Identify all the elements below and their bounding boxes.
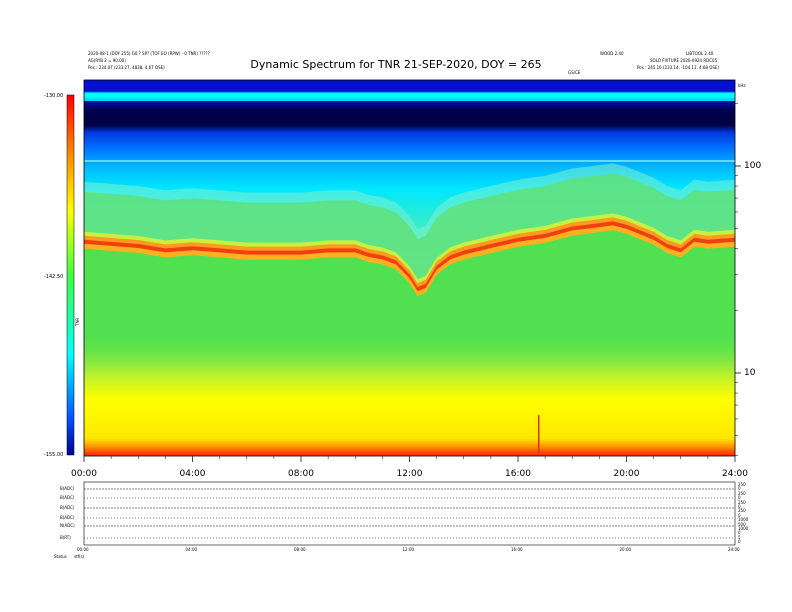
housekeeping-row-label: B(RT)	[60, 535, 71, 540]
housekeeping-right-tick: 250	[738, 499, 746, 505]
colorbar-label: TNR	[75, 318, 80, 327]
x-axis-ticks	[83, 456, 736, 462]
colorbar-tick-min: -155.00	[44, 452, 64, 458]
housekeeping-row-label: B(ADC)	[60, 495, 75, 500]
colorbar-tick-max: -130.00	[44, 93, 64, 99]
y-axis-unit-label: kHz	[738, 83, 746, 88]
band-low-frequency-fill	[84, 330, 735, 456]
x-tick-label: 00:00	[71, 469, 97, 479]
housekeeping-x-tick-label: 04:00	[185, 547, 198, 552]
chart-title: Dynamic Spectrum for TNR 21-SEP-2020, DO…	[250, 58, 542, 71]
y-tick-label-10: 10	[744, 368, 756, 378]
housekeeping-right-tick: 250	[738, 482, 746, 487]
housekeeping-row-label: B(ADC)	[60, 486, 75, 491]
header-info-right-2: LIBTOOL 2.40	[686, 51, 714, 56]
housekeeping-right-tick: 0	[738, 495, 741, 501]
header-info-line-2: AG(RYB 2 = 90.00)	[88, 58, 126, 63]
header-pos-left: Pos : 234.07 (233.27, 4838, 4.67 OSE)	[88, 65, 165, 70]
housekeeping-lines	[84, 488, 735, 539]
housekeeping-right-tick: 1000	[738, 526, 749, 531]
x-tick-label: 16:00	[505, 469, 531, 479]
housekeeping-right-tick: 5	[738, 534, 741, 540]
housekeeping-right-tick: 0	[738, 512, 741, 518]
housekeeping-right-tick: 1000	[738, 517, 749, 523]
x-tick-label: 04:00	[179, 469, 206, 479]
housekeeping-panel-frame	[83, 481, 736, 546]
housekeeping-x-tick-label: 00:00	[77, 547, 89, 552]
housekeeping-x-tick-label: 12:00	[402, 547, 415, 552]
header-info-right-3: SOLO FIXTURE 2020-0924 RDC05	[650, 58, 718, 63]
housekeeping-right-tick: 0	[738, 539, 741, 545]
spectrum-cyan-top-band	[84, 96, 735, 101]
status-label: Status	[54, 554, 67, 559]
x-tick-label: 24:00	[722, 469, 748, 479]
spike-mark	[538, 415, 540, 453]
housekeeping-right-tick: 0	[738, 486, 741, 492]
header-info-mid: GS/CE	[568, 70, 581, 75]
y-axis-ticks	[735, 103, 741, 456]
x-tick-label: 12:00	[396, 469, 423, 479]
colorbar-tick-mid: -142.50	[44, 274, 64, 280]
housekeeping-row-label: B(ADC)	[60, 515, 75, 520]
housekeeping-x-tick-label: 16:00	[511, 547, 523, 552]
colorbar	[66, 94, 75, 456]
spectrum-cyan-line	[84, 160, 735, 162]
housekeeping-x-tick-label: 20:00	[619, 547, 632, 552]
spectral-band-layers	[84, 163, 735, 456]
housekeeping-x-tick-label: 08:00	[294, 547, 306, 552]
housekeeping-row-label: N(ADC)	[60, 523, 75, 528]
status-value: stf(s)	[74, 554, 85, 559]
y-tick-label-100: 100	[744, 161, 762, 171]
housekeeping-x-tick-label: 24:00	[728, 547, 740, 552]
housekeeping-row-label: B(ADC)	[60, 505, 75, 510]
housekeeping-right-tick: 500	[738, 521, 746, 527]
header-info-line-1: 2020-08-1 (DOY 255) G0 ? SP? (TOF EO (RP…	[88, 51, 210, 56]
header-info-right-1: WOOD 2.40	[600, 51, 624, 56]
housekeeping-right-tick: 250	[738, 490, 746, 496]
housekeeping-right-tick: 250	[738, 508, 746, 514]
header-pos-right: Pos : 245.16 (233.14, -104.11, 4.68 OSE)	[637, 65, 719, 70]
x-tick-label: 08:00	[288, 469, 314, 479]
housekeeping-right-tick: 0	[738, 504, 741, 509]
housekeeping-right-tick: 0	[738, 530, 741, 536]
x-tick-label: 20:00	[613, 469, 640, 479]
